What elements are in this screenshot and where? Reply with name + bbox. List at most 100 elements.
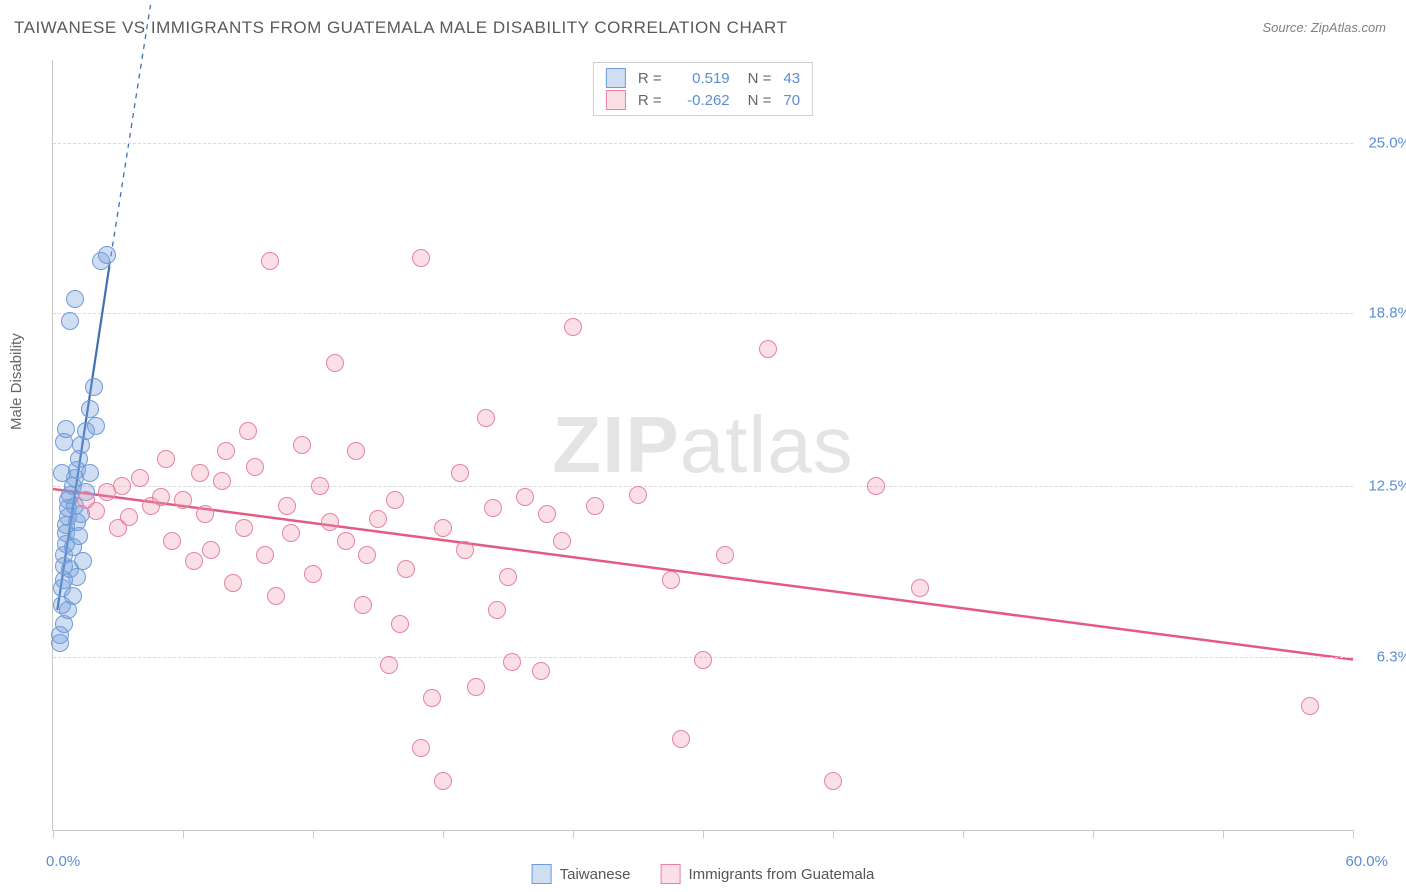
data-point — [553, 532, 571, 550]
data-point — [202, 541, 220, 559]
data-point — [337, 532, 355, 550]
r-label: R = — [638, 92, 662, 109]
data-point — [70, 527, 88, 545]
data-point — [423, 689, 441, 707]
data-point — [196, 505, 214, 523]
data-point — [672, 730, 690, 748]
legend-item-guatemala: Immigrants from Guatemala — [661, 864, 875, 884]
data-point — [434, 519, 452, 537]
x-tick — [703, 830, 704, 838]
data-point — [74, 552, 92, 570]
r-value-guatemala: -0.262 — [670, 92, 730, 109]
gridline — [53, 313, 1353, 314]
series-legend: Taiwanese Immigrants from Guatemala — [532, 864, 875, 884]
data-point — [867, 477, 885, 495]
data-point — [716, 546, 734, 564]
y-tick-label: 18.8% — [1361, 305, 1406, 322]
data-point — [347, 442, 365, 460]
gridline — [53, 486, 1353, 487]
data-point — [239, 422, 257, 440]
data-point — [152, 488, 170, 506]
data-point — [98, 246, 116, 264]
data-point — [87, 502, 105, 520]
data-point — [321, 513, 339, 531]
data-point — [81, 400, 99, 418]
legend-item-taiwanese: Taiwanese — [532, 864, 631, 884]
data-point — [484, 499, 502, 517]
data-point — [163, 532, 181, 550]
x-tick — [183, 830, 184, 838]
swatch-taiwanese — [606, 68, 626, 88]
data-point — [267, 587, 285, 605]
data-point — [131, 469, 149, 487]
data-point — [488, 601, 506, 619]
data-point — [68, 568, 86, 586]
x-tick — [443, 830, 444, 838]
data-point — [81, 464, 99, 482]
data-point — [85, 378, 103, 396]
data-point — [246, 458, 264, 476]
data-point — [824, 772, 842, 790]
data-point — [538, 505, 556, 523]
data-point — [456, 541, 474, 559]
data-point — [326, 354, 344, 372]
data-point — [564, 318, 582, 336]
n-value-guatemala: 70 — [783, 92, 800, 109]
data-point — [235, 519, 253, 537]
data-point — [66, 290, 84, 308]
data-point — [191, 464, 209, 482]
x-tick — [833, 830, 834, 838]
data-point — [412, 249, 430, 267]
y-tick-label: 6.3% — [1361, 648, 1406, 665]
data-point — [516, 488, 534, 506]
data-point — [662, 571, 680, 589]
y-tick-label: 25.0% — [1361, 134, 1406, 151]
data-point — [213, 472, 231, 490]
source-label: Source: ZipAtlas.com — [1262, 20, 1386, 35]
data-point — [629, 486, 647, 504]
data-point — [278, 497, 296, 515]
data-point — [532, 662, 550, 680]
data-point — [412, 739, 430, 757]
data-point — [59, 601, 77, 619]
data-point — [256, 546, 274, 564]
trend-lines — [53, 60, 1353, 830]
x-tick — [1093, 830, 1094, 838]
data-point — [358, 546, 376, 564]
data-point — [503, 653, 521, 671]
x-axis-min-label: 0.0% — [46, 853, 80, 870]
legend-label-guatemala: Immigrants from Guatemala — [689, 866, 875, 883]
data-point — [911, 579, 929, 597]
data-point — [311, 477, 329, 495]
data-point — [586, 497, 604, 515]
correlation-legend: R = 0.519 N = 43 R = -0.262 N = 70 — [593, 62, 813, 116]
n-label: N = — [748, 92, 772, 109]
r-label: R = — [638, 70, 662, 87]
data-point — [1301, 697, 1319, 715]
data-point — [369, 510, 387, 528]
data-point — [434, 772, 452, 790]
data-point — [174, 491, 192, 509]
x-tick — [313, 830, 314, 838]
data-point — [87, 417, 105, 435]
data-point — [217, 442, 235, 460]
data-point — [224, 574, 242, 592]
n-value-taiwanese: 43 — [783, 70, 800, 87]
x-tick — [573, 830, 574, 838]
plot-area: ZIPatlas R = 0.519 N = 43 R = -0.262 N =… — [52, 60, 1353, 831]
data-point — [185, 552, 203, 570]
data-point — [293, 436, 311, 454]
x-tick — [53, 830, 54, 838]
x-tick — [1223, 830, 1224, 838]
swatch-guatemala-icon — [661, 864, 681, 884]
data-point — [397, 560, 415, 578]
legend-row-taiwanese: R = 0.519 N = 43 — [606, 67, 800, 89]
data-point — [304, 565, 322, 583]
r-value-taiwanese: 0.519 — [670, 70, 730, 87]
data-point — [113, 477, 131, 495]
gridline — [53, 143, 1353, 144]
swatch-taiwanese-icon — [532, 864, 552, 884]
data-point — [477, 409, 495, 427]
data-point — [354, 596, 372, 614]
legend-label-taiwanese: Taiwanese — [560, 866, 631, 883]
